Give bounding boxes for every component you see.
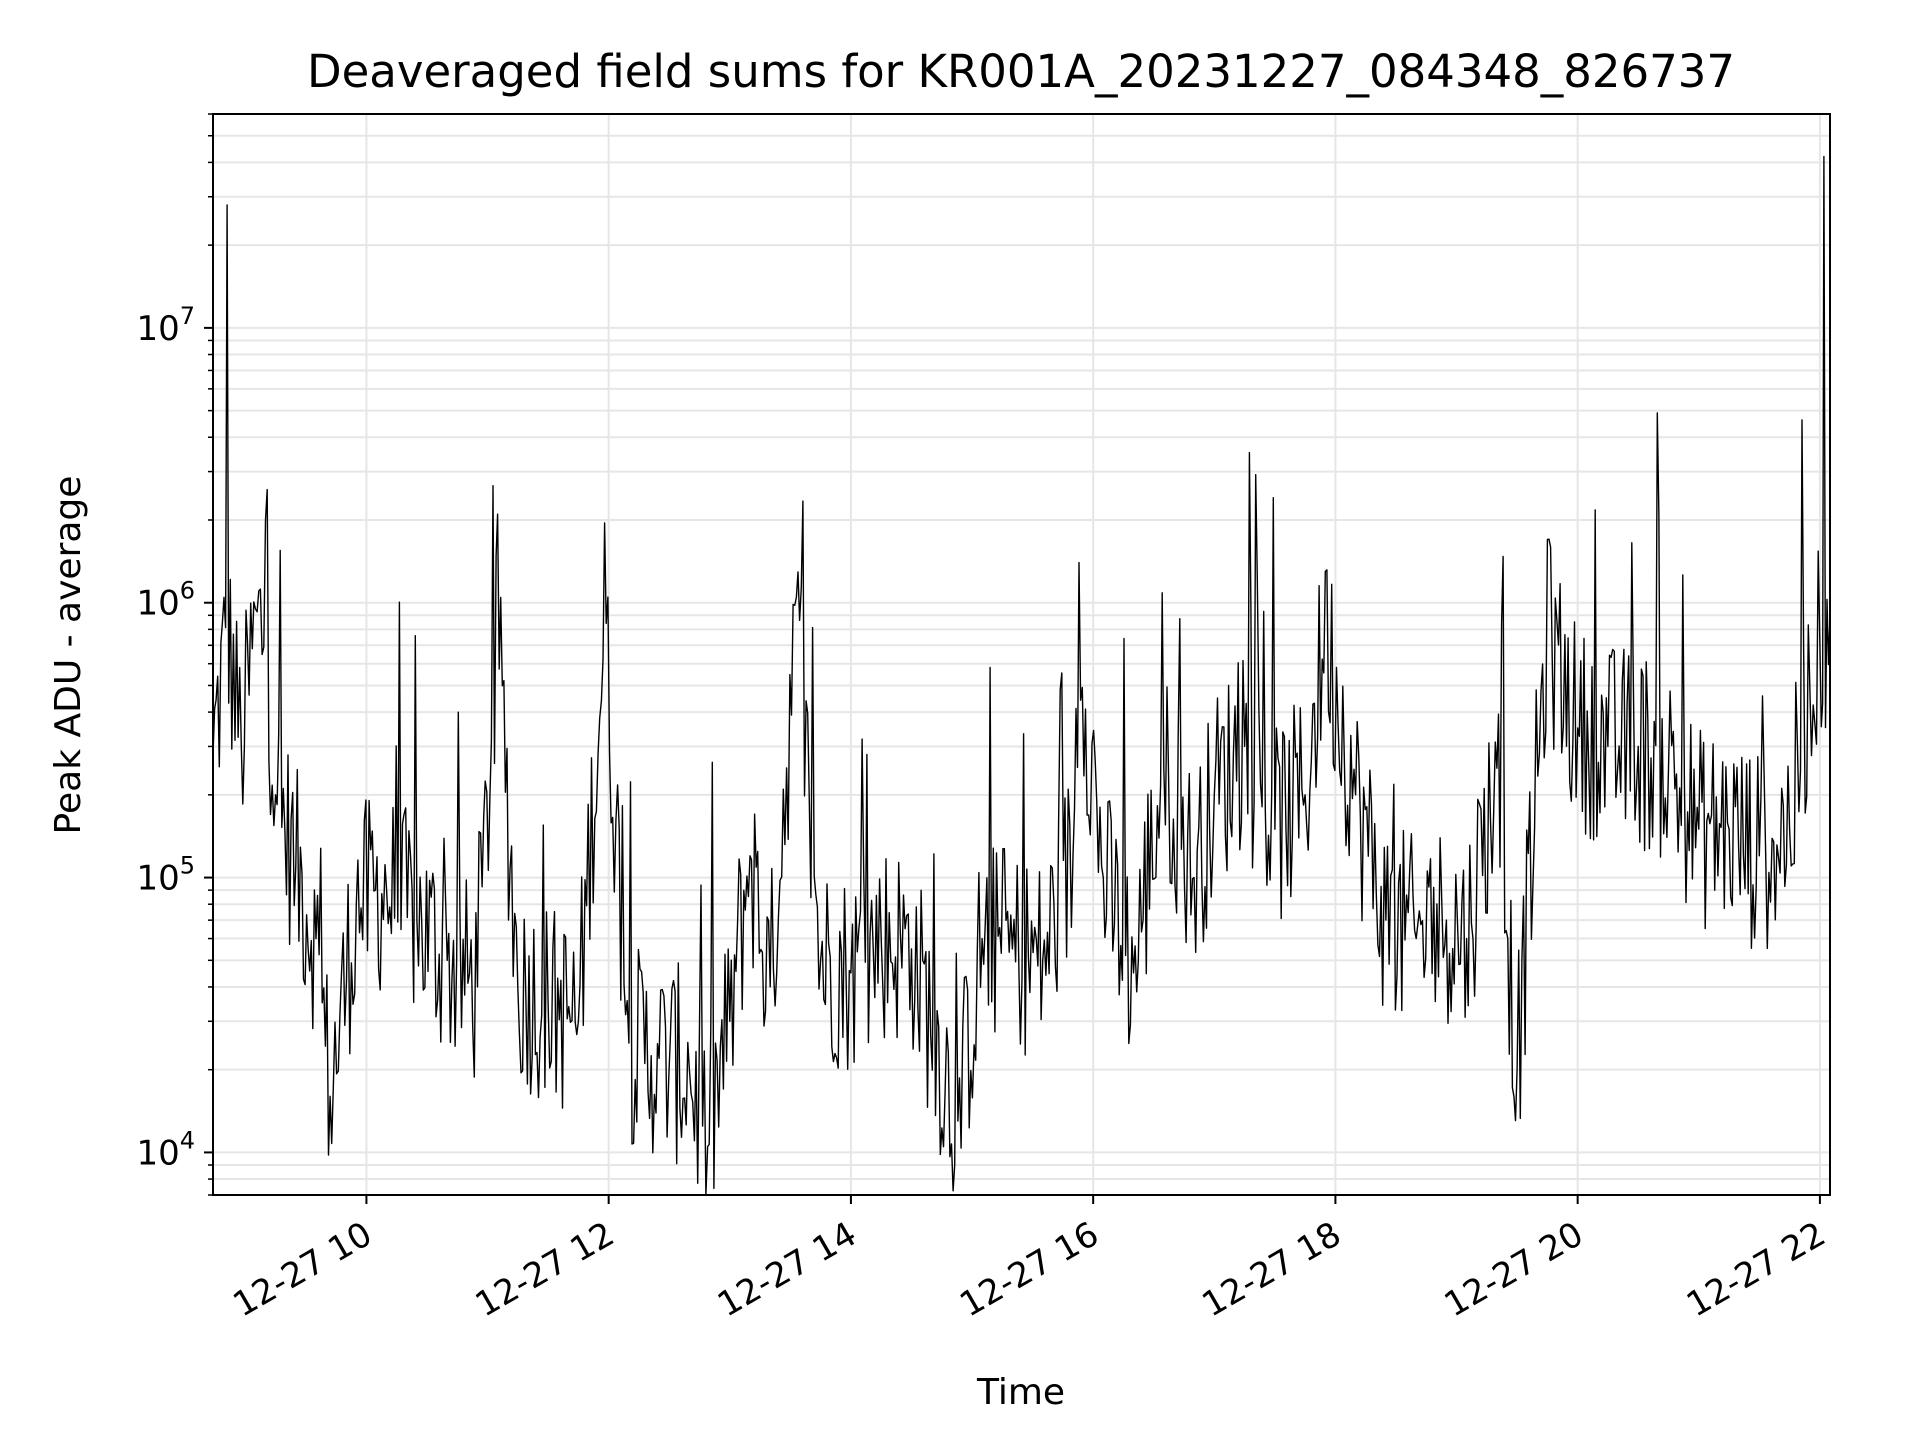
y-tick-label: 105 bbox=[136, 852, 195, 899]
y-tick-label-base: 10 bbox=[136, 584, 179, 624]
y-tick-label: 106 bbox=[136, 577, 195, 624]
y-tick-label-exponent: 6 bbox=[180, 577, 195, 605]
series-layer bbox=[212, 155, 1831, 1196]
y-tick-label-base: 10 bbox=[136, 309, 179, 349]
plot-frame bbox=[212, 113, 1831, 1196]
y-tick-label-exponent: 5 bbox=[180, 852, 195, 880]
y-tick-label-exponent: 7 bbox=[180, 302, 195, 330]
series-line bbox=[212, 155, 1831, 1196]
y-tick-label-exponent: 4 bbox=[180, 1126, 195, 1154]
y-tick-label-base: 10 bbox=[136, 1133, 179, 1173]
y-tick-label-base: 10 bbox=[136, 859, 179, 899]
y-tick-label: 104 bbox=[136, 1126, 195, 1173]
y-tick-label: 107 bbox=[136, 302, 195, 349]
chart-title: Deaveraged field sums for KR001A_2023122… bbox=[307, 45, 1735, 98]
grid bbox=[213, 113, 1830, 1196]
y-axis-label: Peak ADU - average bbox=[48, 476, 89, 835]
x-axis-label: Time bbox=[976, 1372, 1065, 1413]
